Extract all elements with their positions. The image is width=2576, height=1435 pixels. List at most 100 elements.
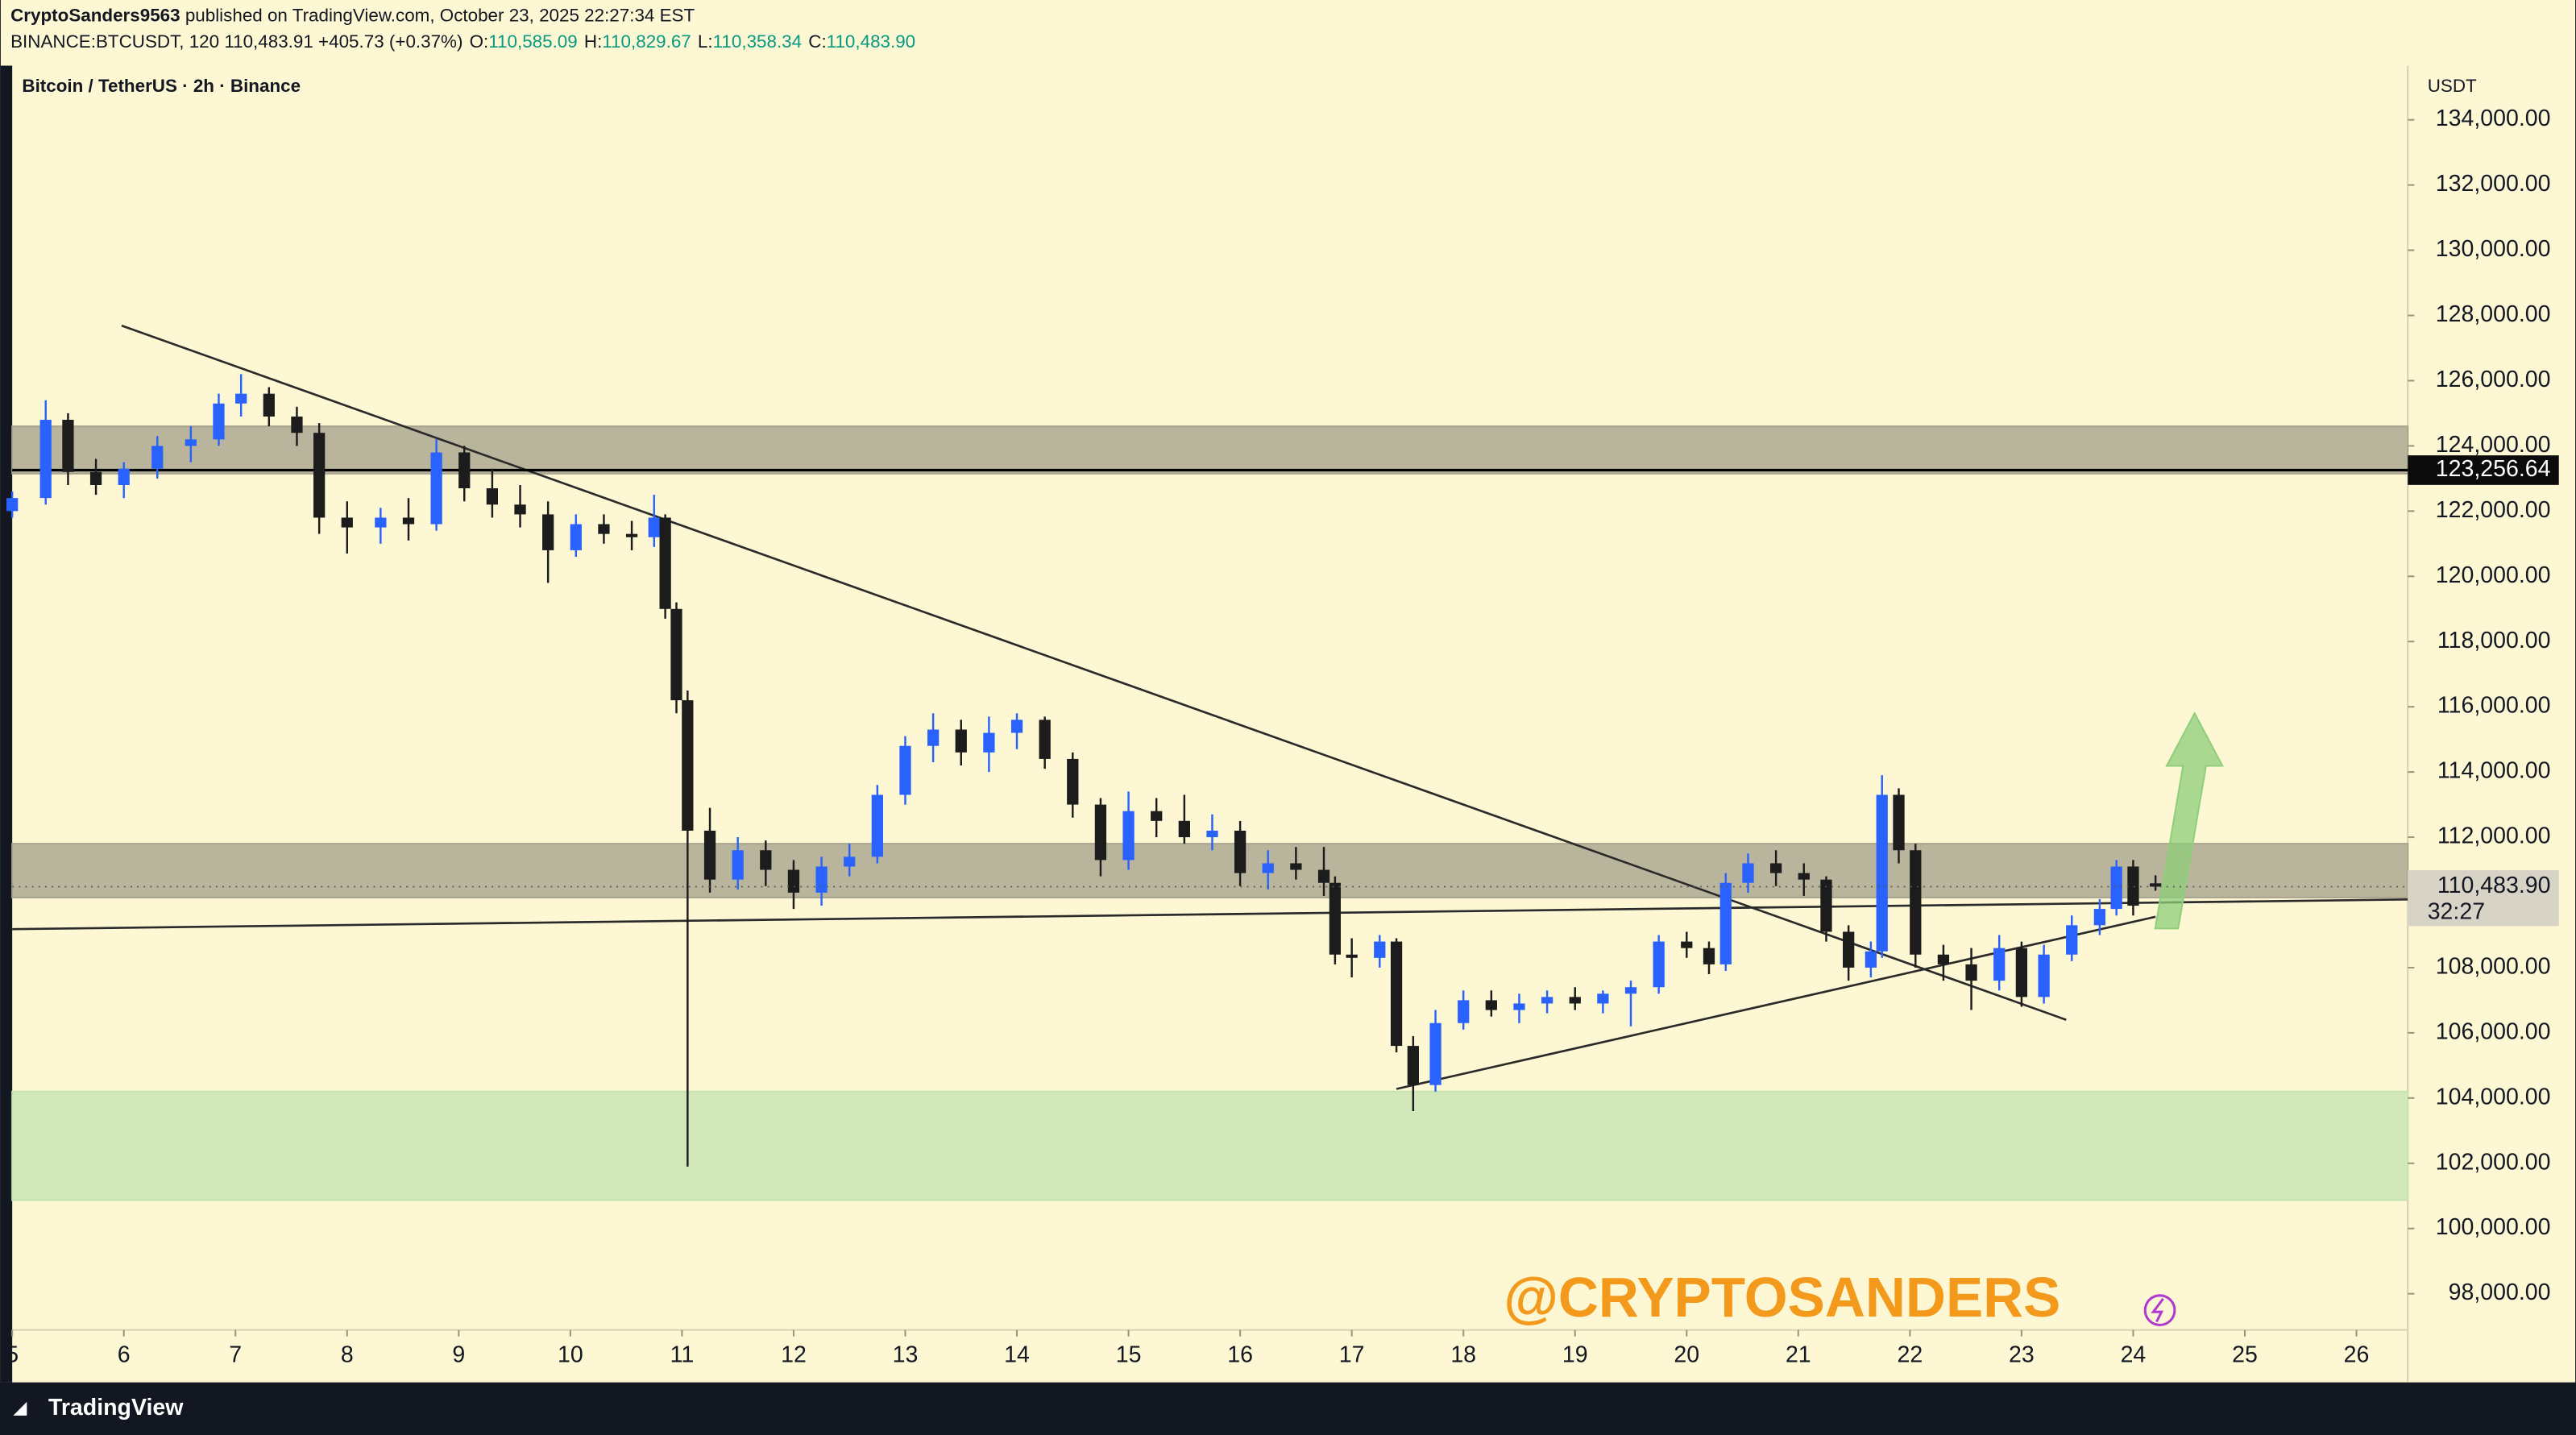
candle-body — [1703, 948, 1715, 964]
last-price-label: 110,483.90 — [2437, 873, 2551, 898]
y-tick-label: 130,000.00 — [2436, 236, 2551, 262]
candle-body — [648, 517, 660, 537]
candle-body — [89, 471, 102, 485]
candle-body — [659, 517, 671, 609]
candle-body — [213, 403, 225, 440]
y-tick-label: 116,000.00 — [2437, 693, 2551, 719]
symbol: BINANCE:BTCUSDT, 120 — [10, 31, 219, 52]
zone — [11, 425, 2409, 475]
last-price-box — [2408, 870, 2559, 927]
candle-body — [402, 517, 415, 525]
candle-body — [1569, 997, 1581, 1004]
price-level-label: 123,256.64 — [2436, 456, 2551, 482]
candle-body — [844, 856, 856, 867]
x-tick-label: 13 — [893, 1342, 919, 1368]
candle-body — [1234, 830, 1247, 873]
x-tick-label: 22 — [1897, 1342, 1923, 1368]
candle-body — [625, 533, 638, 537]
candle-body — [1513, 1003, 1525, 1010]
candle-body — [1910, 850, 1922, 955]
price-level-box — [2408, 455, 2559, 485]
candle-body — [1346, 954, 1358, 958]
candle-body — [1820, 879, 1832, 932]
y-tick-label: 114,000.00 — [2437, 758, 2551, 784]
zone — [11, 1090, 2409, 1201]
published: published on TradingView.com, October 23… — [185, 5, 695, 25]
y-tick-label: 98,000.00 — [2449, 1279, 2551, 1305]
candle-body — [760, 850, 772, 870]
candle-body — [1407, 1046, 1419, 1085]
y-tick-label: 126,000.00 — [2436, 367, 2551, 392]
y-tick-label: 102,000.00 — [2436, 1149, 2551, 1175]
ohlc-key: H: — [584, 31, 602, 52]
candle-body — [2066, 925, 2078, 955]
plot — [6, 118, 2415, 1337]
y-tick-label: 128,000.00 — [2436, 301, 2551, 327]
candle-body — [2110, 866, 2122, 910]
candle-body — [1122, 811, 1135, 861]
y-tick-label: 120,000.00 — [2436, 562, 2551, 588]
candle-body — [1067, 758, 1079, 805]
x-tick-label: 16 — [1227, 1342, 1253, 1368]
candle-body — [1769, 863, 1782, 873]
candle-body — [1485, 1000, 1497, 1010]
candle-body — [598, 524, 610, 534]
candle-body — [291, 416, 303, 433]
candle-body — [118, 468, 130, 485]
y-tick-label: 106,000.00 — [2436, 1018, 2551, 1044]
candle-body — [1742, 863, 1754, 883]
candle-body — [151, 446, 164, 469]
candle-body — [39, 420, 52, 499]
candle-body — [787, 869, 800, 893]
left-border — [0, 65, 13, 1383]
x-tick-label: 6 — [118, 1342, 131, 1368]
candle-body — [1876, 794, 1888, 952]
x-tick-label: 26 — [2344, 1342, 2370, 1368]
x-tick-label: 9 — [452, 1342, 465, 1368]
candle-body — [1374, 941, 1386, 958]
trend-line — [12, 898, 2408, 931]
y-tick-label: 122,000.00 — [2436, 497, 2551, 523]
candle-body — [1094, 804, 1107, 861]
x-tick-label: 24 — [2121, 1342, 2147, 1368]
candle-body — [235, 393, 247, 404]
candle-body — [1965, 964, 1977, 981]
candle-body — [2015, 948, 2028, 997]
countdown: 32:27 — [2428, 899, 2485, 925]
last: 110,483.91 — [224, 31, 313, 52]
candle-body — [1681, 941, 1693, 948]
ohlc-key: L: — [698, 31, 713, 52]
candle-body — [1937, 954, 1950, 964]
symbol-line: BINANCE:BTCUSDT, 120 110,483.91 +405.73 … — [10, 31, 915, 52]
x-tick-label: 8 — [341, 1342, 354, 1368]
candle-body — [6, 498, 19, 512]
candle-body — [1010, 720, 1023, 733]
candle-body — [1798, 873, 1810, 880]
candle-body — [703, 830, 716, 880]
candle-body — [1458, 1000, 1470, 1023]
candle-body — [1390, 941, 1403, 1047]
candle-body — [1993, 948, 2006, 981]
candle-body — [732, 850, 744, 880]
y-tick-label: 108,000.00 — [2436, 953, 2551, 979]
x-tick-label: 18 — [1450, 1342, 1476, 1368]
candle-body — [815, 866, 828, 893]
chart-title: Bitcoin / TetherUS · 2h · Binance — [22, 76, 301, 96]
x-tick-label: 12 — [781, 1342, 807, 1368]
candle-body — [927, 729, 940, 746]
x-tick-label: 14 — [1004, 1342, 1030, 1368]
candle-body — [1597, 993, 1609, 1004]
x-tick-label: 19 — [1562, 1342, 1588, 1368]
candle-body — [670, 608, 682, 701]
candle-body — [1039, 720, 1051, 759]
y-tick-label: 100,000.00 — [2436, 1214, 2551, 1240]
candle-body — [871, 794, 883, 857]
x-tick-label: 17 — [1339, 1342, 1365, 1368]
watermark: @CRYPTOSANDERS — [1504, 1266, 2060, 1329]
candle-body — [1317, 869, 1330, 883]
candle-body — [2127, 866, 2139, 906]
candle-body — [313, 433, 326, 518]
candle-body — [62, 420, 74, 472]
